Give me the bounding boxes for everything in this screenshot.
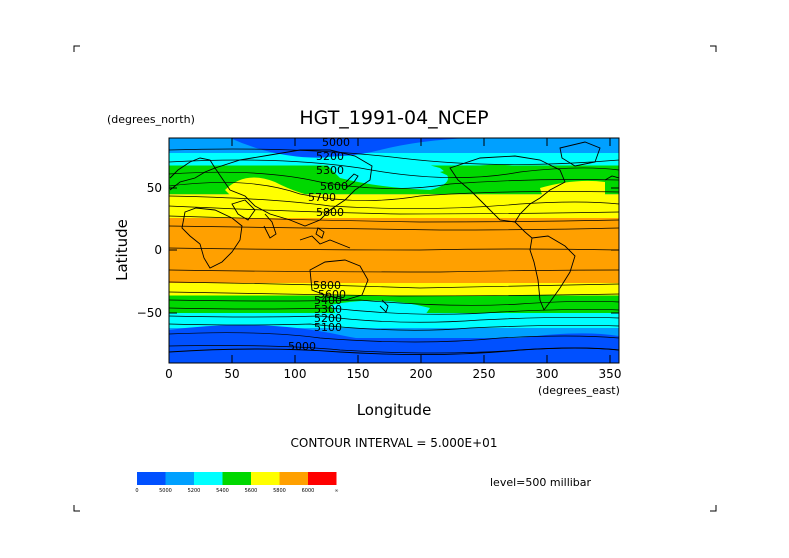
- x-tick-label: 350: [599, 367, 622, 381]
- units-north-label: (degrees_north): [107, 113, 195, 126]
- units-east-label: (degrees_east): [538, 384, 620, 397]
- height-band: [169, 218, 619, 283]
- contour-lines: [169, 148, 619, 354]
- colorbar-label: 0: [135, 488, 138, 494]
- contour-label: 5600: [318, 288, 346, 301]
- x-axis-title: Longitude: [357, 401, 432, 419]
- colorbar-label: 5400: [216, 488, 229, 494]
- colorbar-swatch: [222, 472, 251, 485]
- contour-interval-text: CONTOUR INTERVAL = 5.000E+01: [291, 436, 498, 450]
- y-tick-label: −50: [137, 306, 162, 320]
- contour-label: 5300: [314, 303, 342, 316]
- y-tick-label: 0: [154, 243, 162, 257]
- x-tick-label: 100: [284, 367, 307, 381]
- coastlines: [169, 141, 619, 356]
- y-tick-label: 50: [147, 181, 162, 195]
- colorbar-label: 5200: [188, 488, 201, 494]
- colorbar-label: 5000: [159, 488, 172, 494]
- colorbar-swatch: [165, 472, 194, 485]
- contour-label: 5000: [288, 340, 316, 353]
- colorbar-swatch: [194, 472, 223, 485]
- x-tick-label: 150: [347, 367, 370, 381]
- x-tick-labels: 0 50 100 150 200 250 300 350: [165, 367, 621, 381]
- colorbar-swatch: [137, 472, 166, 485]
- contour-label: 5800: [316, 206, 344, 219]
- contour-label: 5200: [316, 150, 344, 163]
- contour-label: 5000: [322, 136, 350, 149]
- y-axis-title: Latitude: [113, 219, 131, 281]
- north-trough-cyan: [320, 155, 448, 190]
- x-tick-label: 50: [224, 367, 239, 381]
- colorbar: 0 5000 5200 5400 5600 5800 6000 ∞: [135, 472, 339, 494]
- axis-ticks: [168, 138, 619, 363]
- south-trough-cyan: [330, 300, 430, 322]
- x-tick-label: 200: [410, 367, 433, 381]
- contour-label: 5700: [308, 191, 336, 204]
- colorbar-label: 5600: [245, 488, 258, 494]
- plot-area: 5000 5100 5200 5300 5400 5600 5800 5000 …: [169, 136, 619, 363]
- colorbar-label: 5800: [273, 488, 286, 494]
- contour-label: 5800: [313, 279, 341, 292]
- x-tick-label: 0: [165, 367, 173, 381]
- contour-label-group: 5000 5100 5200 5300 5400 5600 5800 5000 …: [288, 136, 350, 353]
- map-title: HGT_1991-04_NCEP: [299, 107, 488, 129]
- contour-label: 5400: [314, 294, 342, 307]
- contour-label: 5200: [314, 312, 342, 325]
- corner-marks: [73, 45, 717, 512]
- height-band: [169, 328, 619, 338]
- y-tick-labels: 50 0 −50: [137, 181, 162, 320]
- level-text: level=500 millibar: [490, 476, 592, 489]
- north-polar-low: [230, 138, 470, 158]
- colorbar-label: ∞: [334, 488, 338, 494]
- contour-label: 5300: [316, 164, 344, 177]
- contour-label: 5600: [320, 180, 348, 193]
- x-tick-label: 300: [536, 367, 559, 381]
- colorbar-swatch: [308, 472, 337, 485]
- colorbar-swatch: [251, 472, 280, 485]
- contour-label: 5100: [314, 321, 342, 334]
- colorbar-swatch: [279, 472, 308, 485]
- height-band: [169, 283, 619, 296]
- x-tick-label: 250: [473, 367, 496, 381]
- colorbar-label: 6000: [302, 488, 315, 494]
